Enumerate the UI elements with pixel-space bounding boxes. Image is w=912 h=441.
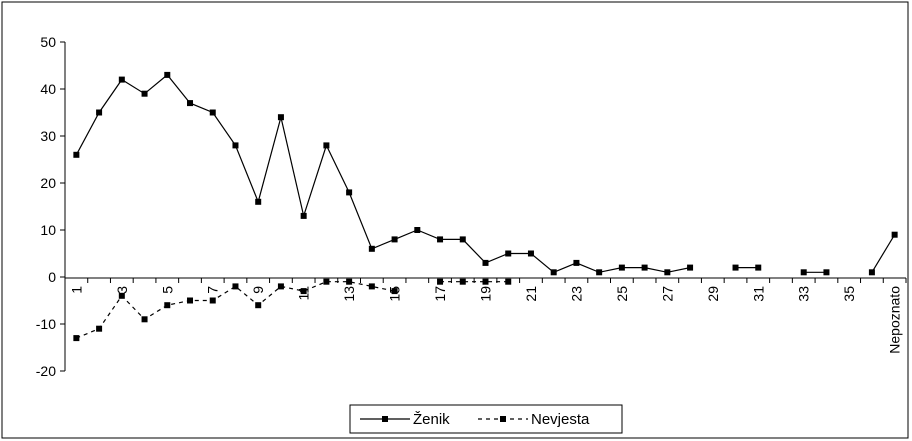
x-tick-label: 13 <box>341 286 357 302</box>
data-point <box>209 297 216 304</box>
data-point <box>437 278 444 285</box>
data-point <box>459 278 466 285</box>
data-point <box>618 264 625 271</box>
data-point <box>277 283 284 290</box>
x-tick-label: 25 <box>614 286 630 302</box>
data-point <box>664 269 671 276</box>
x-tick-label: 17 <box>432 286 448 302</box>
plot-area: 50403020100-10-2013579111315171921232527… <box>36 34 907 379</box>
x-tick-label: Nepoznato <box>887 286 903 354</box>
y-tick-label: -10 <box>36 316 56 332</box>
data-point <box>527 250 534 257</box>
data-point <box>368 245 375 252</box>
data-point <box>141 90 148 97</box>
y-tick-label: 20 <box>40 175 56 191</box>
y-tick-label: -20 <box>36 363 56 379</box>
data-point <box>800 269 807 276</box>
data-point <box>277 114 284 121</box>
x-tick-label: 29 <box>705 286 721 302</box>
data-point <box>187 297 194 304</box>
data-point <box>346 278 353 285</box>
data-point <box>232 142 239 149</box>
data-point <box>641 264 648 271</box>
data-point <box>868 269 875 276</box>
data-point <box>823 269 830 276</box>
x-tick-label: 3 <box>114 286 130 294</box>
data-point <box>482 278 489 285</box>
y-tick-label: 0 <box>48 269 56 285</box>
data-point <box>755 264 762 271</box>
data-point <box>437 236 444 243</box>
data-point <box>232 283 239 290</box>
data-point <box>732 264 739 271</box>
x-tick-label: 35 <box>841 286 857 302</box>
legend-label: Ženik <box>413 411 450 428</box>
x-tick-label: 21 <box>523 286 539 302</box>
data-point <box>323 142 330 149</box>
data-point <box>164 302 171 309</box>
data-point <box>573 259 580 266</box>
data-point <box>96 325 103 332</box>
y-tick-label: 50 <box>40 34 56 50</box>
y-tick-label: 40 <box>40 81 56 97</box>
legend-marker <box>382 416 388 422</box>
data-point <box>96 109 103 116</box>
data-point <box>505 250 512 257</box>
data-point <box>209 109 216 116</box>
series-line <box>76 281 395 339</box>
data-point <box>255 198 262 205</box>
data-point <box>255 302 262 309</box>
x-tick-label: 23 <box>568 286 584 302</box>
data-point <box>414 227 421 233</box>
data-point <box>391 288 398 295</box>
data-point <box>482 259 489 266</box>
data-point <box>118 76 125 83</box>
x-tick-label: 1 <box>68 286 84 294</box>
data-point <box>891 231 898 238</box>
data-point <box>118 292 125 299</box>
legend: Ženik Nevjesta <box>349 404 623 434</box>
data-point <box>73 335 80 342</box>
x-tick-label: 7 <box>205 286 221 294</box>
data-point <box>164 71 171 78</box>
data-point <box>687 264 694 271</box>
x-tick-label: 5 <box>159 286 175 294</box>
x-tick-label: 27 <box>659 286 675 302</box>
data-point <box>323 278 330 285</box>
data-point <box>368 283 375 290</box>
series-line <box>75 74 691 273</box>
legend-label: Nevjesta <box>531 411 590 428</box>
data-point <box>141 316 148 323</box>
series-line <box>871 234 896 273</box>
data-point <box>187 100 194 107</box>
series-1 <box>73 278 512 342</box>
data-point <box>391 236 398 243</box>
x-tick-label: 31 <box>750 286 766 302</box>
legend-marker <box>500 416 506 422</box>
data-point <box>459 236 466 243</box>
x-tick-label: 9 <box>250 286 266 294</box>
x-tick-label: 19 <box>478 286 494 302</box>
data-point <box>300 288 307 295</box>
series-0 <box>73 71 898 276</box>
data-point <box>73 151 80 158</box>
y-tick-label: 30 <box>40 128 56 144</box>
data-point <box>346 189 353 196</box>
data-point <box>596 269 603 276</box>
data-point <box>300 212 307 219</box>
y-tick-label: 10 <box>40 222 56 238</box>
data-point <box>505 278 512 285</box>
x-tick-label: 33 <box>796 286 812 302</box>
data-point <box>550 269 557 276</box>
